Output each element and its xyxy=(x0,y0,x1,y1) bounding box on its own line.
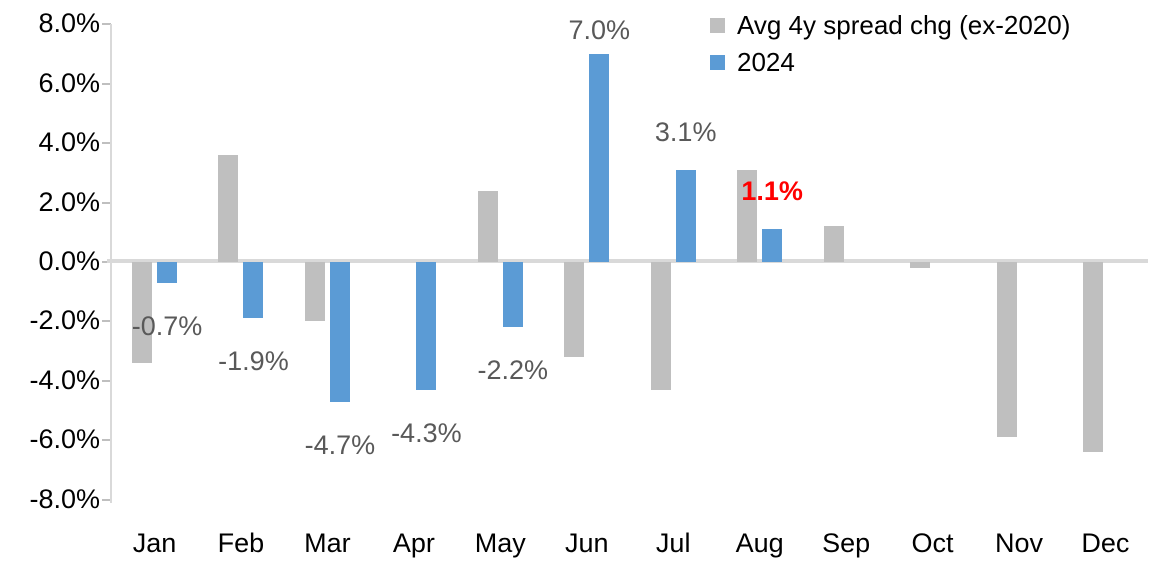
legend-label-2024: 2024 xyxy=(737,47,795,77)
bar-2024-may xyxy=(502,262,523,328)
bar-avg-oct xyxy=(910,262,931,268)
y-tick-mark xyxy=(102,23,111,26)
bar-2024-jan xyxy=(157,262,177,283)
y-tick-label: 4.0% xyxy=(38,127,100,158)
y-tick-mark xyxy=(102,142,111,145)
y-tick-mark xyxy=(102,261,111,263)
x-tick-label-feb: Feb xyxy=(217,528,265,558)
data-label-jun: 7.0% xyxy=(568,15,631,45)
x-tick-label-nov: Nov xyxy=(994,528,1043,558)
x-tick-label-dec: Dec xyxy=(1081,528,1130,558)
bar-2024-jun xyxy=(589,54,610,262)
data-label-mar: -4.7% xyxy=(304,429,376,460)
bar-avg-aug xyxy=(737,169,758,262)
x-tick-label-aug: Aug xyxy=(735,528,784,558)
legend-label-avg-spread: Avg 4y spread chg (ex-2020) xyxy=(737,10,1071,40)
x-tick-label-oct: Oct xyxy=(911,528,954,558)
bar-avg-sep xyxy=(823,226,844,262)
x-tick-label-may: May xyxy=(474,528,526,558)
y-tick-label: 6.0% xyxy=(38,67,100,98)
y-tick-label: -8.0% xyxy=(29,483,100,514)
x-tick-label-jan: Jan xyxy=(132,528,177,558)
y-tick-label: -4.0% xyxy=(29,364,100,395)
data-label-apr: -4.3% xyxy=(391,417,462,448)
y-tick-label: 8.0% xyxy=(38,8,100,39)
y-tick-mark xyxy=(102,82,111,85)
bar-avg-dec xyxy=(1082,262,1103,453)
bar-avg-mar xyxy=(304,262,325,322)
zero-baseline xyxy=(107,259,1148,263)
data-label-may: -2.2% xyxy=(477,355,549,386)
x-tick-label-apr: Apr xyxy=(392,528,435,558)
y-tick-mark xyxy=(102,320,111,323)
bar-avg-feb xyxy=(218,155,239,262)
legend-swatch-gray-icon xyxy=(710,18,725,33)
data-label-aug: 1.1% xyxy=(741,176,803,207)
y-tick-mark xyxy=(102,439,111,442)
data-label-feb: -1.9% xyxy=(218,346,289,377)
data-label-jan: -0.7% xyxy=(131,310,203,341)
data-label-jul: 3.1% xyxy=(654,116,717,147)
bar-avg-jul xyxy=(650,262,671,390)
x-tick-label-mar: Mar xyxy=(304,528,351,558)
bar-2024-apr xyxy=(416,262,437,390)
y-tick-label: -6.0% xyxy=(29,424,100,455)
y-tick-mark xyxy=(102,498,111,501)
bar-2024-jul xyxy=(675,169,696,262)
y-tick-mark xyxy=(102,201,111,204)
bar-2024-feb xyxy=(243,262,264,319)
legend-swatch-blue-icon xyxy=(710,55,725,70)
x-tick-label-jul: Jul xyxy=(655,528,691,558)
y-axis-line xyxy=(110,24,112,503)
bar-avg-jan xyxy=(132,262,152,363)
bar-avg-may xyxy=(477,190,498,262)
bar-avg-jun xyxy=(564,262,585,358)
y-tick-mark xyxy=(102,379,111,382)
y-tick-label: 0.0% xyxy=(38,246,100,276)
x-tick-label-sep: Sep xyxy=(822,528,871,558)
bar-avg-nov xyxy=(996,262,1017,438)
x-tick-label-jun: Jun xyxy=(564,528,609,558)
y-tick-label: -2.0% xyxy=(29,305,100,336)
y-tick-label: 2.0% xyxy=(38,186,100,217)
bar-2024-mar xyxy=(329,262,350,402)
bar-2024-aug xyxy=(762,229,783,262)
